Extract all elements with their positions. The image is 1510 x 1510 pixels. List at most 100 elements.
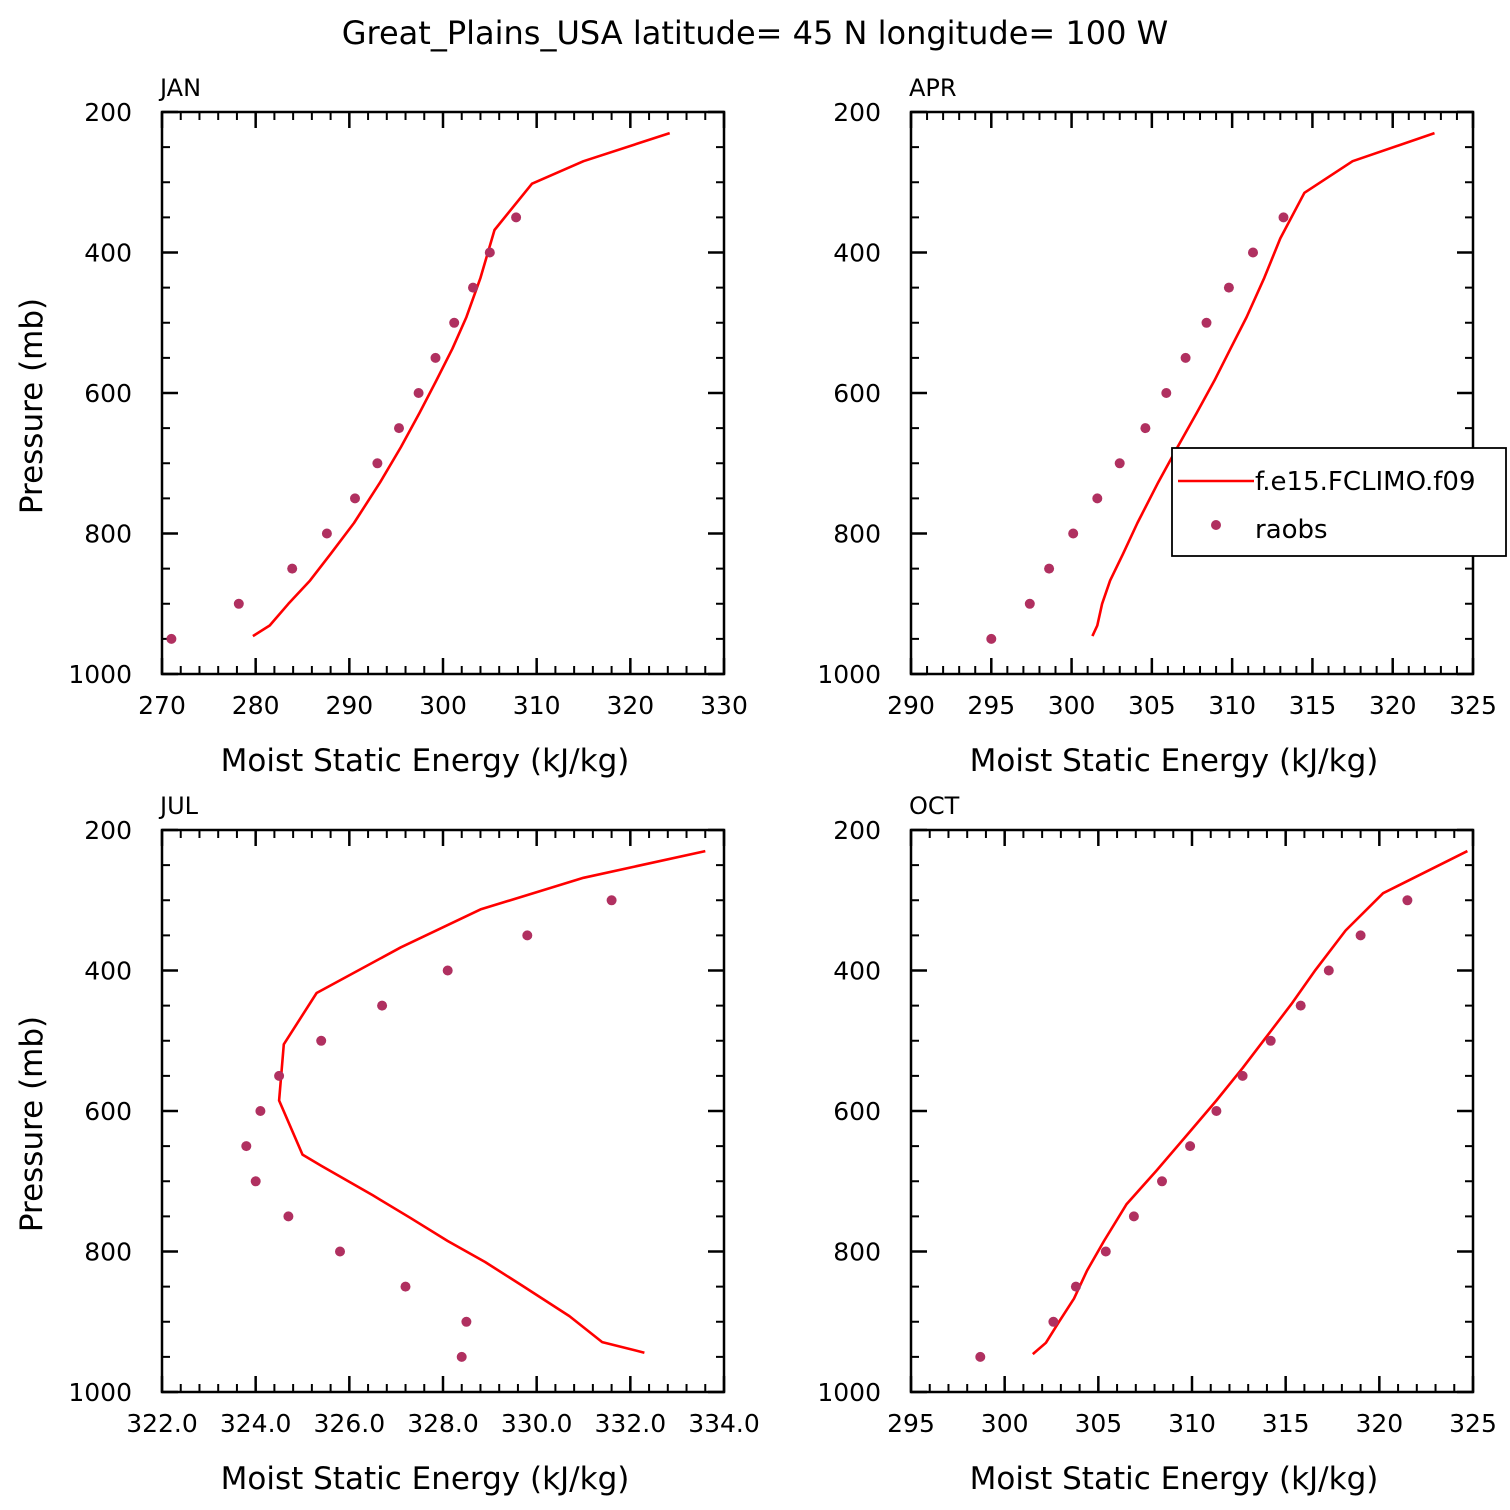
- raobs-point-oct: [1295, 1000, 1306, 1011]
- raobs-point-oct: [1211, 1106, 1222, 1116]
- raobs-point-jul: [442, 965, 453, 976]
- raobs-point-jan: [449, 317, 460, 328]
- raobs-point-oct: [1237, 1070, 1248, 1081]
- x-tick-label: 305: [1128, 691, 1176, 720]
- raobs-point-apr: [1140, 423, 1151, 434]
- y-tick-label: 1000: [817, 660, 881, 689]
- model-line-jul: [277, 849, 706, 1354]
- x-tick-label: 324.0: [220, 1409, 292, 1438]
- model-line-oct: [1031, 849, 1468, 1356]
- x-tick-label: 295: [967, 691, 1015, 720]
- raobs-point-apr: [1114, 458, 1125, 469]
- legend-marker-swatch: [1211, 520, 1221, 530]
- y-tick-label: 800: [833, 520, 881, 549]
- x-tick-label: 310: [1168, 1409, 1216, 1438]
- raobs-point-apr: [1278, 212, 1289, 223]
- raobs-point-jul: [283, 1211, 294, 1222]
- raobs-point-apr: [1201, 317, 1212, 328]
- y-tick-label: 400: [84, 239, 132, 268]
- x-axis-label-oct: Moist Static Energy (kJ/kg): [970, 1461, 1379, 1497]
- y-tick-label: 600: [84, 379, 132, 408]
- panel-jan: JAN 270 280 290 300 310 320 330 200 400 600 800 1000…: [14, 74, 748, 779]
- raobs-point-jan: [166, 633, 177, 644]
- raobs-point-apr: [1024, 598, 1035, 609]
- raobs-point-jul: [274, 1070, 285, 1081]
- raobs-point-jul: [461, 1316, 472, 1327]
- x-axis-label-jul: Moist Static Energy (kJ/kg): [221, 1461, 630, 1497]
- panel-title-jul: JUL: [158, 792, 199, 820]
- raobs-point-oct: [1185, 1141, 1196, 1152]
- x-tick-label: 270: [138, 691, 186, 720]
- raobs-point-oct: [975, 1351, 986, 1362]
- raobs-point-jan: [394, 423, 404, 434]
- x-tick-label: 320: [606, 691, 654, 720]
- panel-title-jan: JAN: [158, 74, 201, 102]
- raobs-point-jul: [255, 1106, 266, 1116]
- y-axis-label-jul: Pressure (mb): [14, 1016, 50, 1232]
- y-tick-label: 1000: [68, 660, 132, 689]
- y-tick-label: 1000: [817, 1378, 881, 1407]
- legend-label: raobs: [1255, 515, 1328, 545]
- raobs-point-jan: [484, 247, 495, 258]
- x-tick-label: 305: [1074, 1409, 1122, 1438]
- x-tick-label: 300: [981, 1409, 1029, 1438]
- raobs-point-jul: [250, 1176, 261, 1187]
- y-tick-label: 600: [833, 1097, 881, 1126]
- raobs-point-jan: [350, 493, 360, 504]
- y-tick-label: 1000: [68, 1378, 132, 1407]
- x-tick-label: 328.0: [407, 1409, 479, 1438]
- raobs-point-jan: [413, 388, 424, 398]
- y-tick-label: 800: [84, 520, 132, 549]
- raobs-point-jul: [456, 1351, 467, 1362]
- legend-label: f.e15.FCLIMO.f09: [1255, 467, 1475, 497]
- raobs-point-oct: [1323, 965, 1334, 976]
- panel-title-apr: APR: [909, 74, 957, 102]
- y-tick-label: 800: [833, 1238, 881, 1267]
- raobs-point-jan: [372, 458, 383, 469]
- raobs-point-jan: [233, 598, 244, 609]
- raobs-point-apr: [1068, 528, 1079, 539]
- raobs-point-jul: [316, 1035, 327, 1046]
- raobs-point-apr: [1092, 493, 1103, 504]
- raobs-point-apr: [986, 633, 997, 644]
- raobs-point-jul: [522, 930, 533, 941]
- raobs-point-apr: [1161, 388, 1172, 398]
- x-tick-label: 332.0: [595, 1409, 667, 1438]
- raobs-point-jan: [287, 563, 298, 574]
- raobs-point-apr: [1180, 352, 1191, 363]
- x-tick-label: 295: [887, 1409, 935, 1438]
- x-tick-label: 325: [1449, 1409, 1497, 1438]
- y-tick-label: 600: [84, 1097, 132, 1126]
- x-axis-label-apr: Moist Static Energy (kJ/kg): [970, 743, 1379, 779]
- y-tick-label: 400: [84, 957, 132, 986]
- panels: JAN 270 280 290 300 310 320 330 200 400 600 800 1000…: [14, 74, 1507, 1497]
- panel-title-oct: OCT: [909, 792, 960, 820]
- raobs-point-jan: [321, 528, 332, 539]
- y-tick-label: 200: [84, 816, 132, 845]
- x-tick-label: 334.0: [688, 1409, 760, 1438]
- y-tick-label: 800: [84, 1238, 132, 1267]
- raobs-point-oct: [1355, 930, 1366, 941]
- raobs-point-apr: [1248, 247, 1258, 258]
- raobs-point-jan: [511, 212, 522, 223]
- legend-box: [1171, 447, 1507, 557]
- x-tick-label: 310: [1208, 691, 1256, 720]
- raobs-point-jul: [400, 1281, 411, 1292]
- raobs-point-oct: [1402, 895, 1413, 906]
- raobs-point-oct: [1100, 1246, 1111, 1257]
- x-tick-label: 330.0: [501, 1409, 573, 1438]
- x-tick-label: 325: [1449, 691, 1497, 720]
- panel-oct: OCT 295 300 305 310 315 320 325 200 400 600 800 1000…: [817, 792, 1496, 1497]
- raobs-point-jul: [377, 1000, 388, 1011]
- raobs-point-jul: [606, 895, 617, 906]
- model-line-apr: [1091, 131, 1435, 637]
- x-tick-label: 315: [1289, 691, 1337, 720]
- x-tick-label: 280: [232, 691, 280, 720]
- y-tick-label: 200: [833, 816, 881, 845]
- x-tick-label: 320: [1369, 691, 1417, 720]
- raobs-point-jul: [241, 1141, 252, 1152]
- x-tick-label: 330: [700, 691, 748, 720]
- y-tick-label: 400: [833, 239, 881, 268]
- y-axis-label-jan: Pressure (mb): [14, 298, 50, 514]
